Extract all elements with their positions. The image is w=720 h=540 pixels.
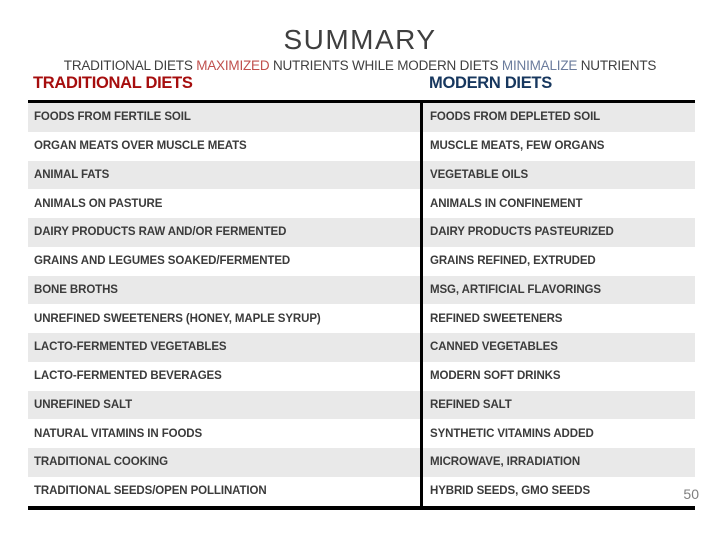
traditional-cell: LACTO-FERMENTED VEGETABLES: [34, 341, 227, 354]
modern-cell: SYNTHETIC VITAMINS ADDED: [430, 427, 594, 440]
traditional-cell: TRADITIONAL COOKING: [34, 456, 168, 469]
subtitle-highlight-maximized: MAXIMIZED: [196, 58, 270, 73]
traditional-cell: TRADITIONAL SEEDS/OPEN POLLINATION: [34, 485, 267, 498]
column-header-modern: MODERN DIETS: [429, 74, 552, 92]
table-row: LACTO-FERMENTED VEGETABLES CANNED VEGETA…: [28, 333, 695, 362]
table-row: GRAINS AND LEGUMES SOAKED/FERMENTED GRAI…: [28, 247, 695, 276]
subtitle-highlight-minimalize: MINIMALIZE: [501, 58, 578, 73]
modern-cell: MUSCLE MEATS, FEW ORGANS: [430, 140, 605, 153]
modern-cell: MICROWAVE, IRRADIATION: [430, 456, 581, 469]
table-row: FOODS FROM FERTILE SOIL FOODS FROM DEPLE…: [28, 103, 695, 132]
page-number: 50: [683, 486, 699, 502]
traditional-cell: GRAINS AND LEGUMES SOAKED/FERMENTED: [34, 255, 291, 268]
modern-cell: CANNED VEGETABLES: [430, 341, 558, 354]
traditional-cell: FOODS FROM FERTILE SOIL: [34, 111, 191, 124]
subtitle-text-pre: TRADITIONAL DIETS: [63, 58, 197, 73]
modern-cell: REFINED SWEETENERS: [430, 312, 563, 325]
traditional-cell: DAIRY PRODUCTS RAW AND/OR FERMENTED: [34, 226, 287, 239]
traditional-cell: NATURAL VITAMINS IN FOODS: [34, 427, 203, 440]
table-row: DAIRY PRODUCTS RAW AND/OR FERMENTED DAIR…: [28, 218, 695, 247]
column-header-traditional: TRADITIONAL DIETS: [33, 74, 193, 92]
column-divider: [420, 103, 423, 506]
modern-cell: HYBRID SEEDS, GMO SEEDS: [430, 485, 591, 498]
modern-cell: MSG, ARTIFICIAL FLAVORINGS: [430, 283, 601, 296]
modern-cell: ANIMALS IN CONFINEMENT: [430, 197, 583, 210]
table-row: NATURAL VITAMINS IN FOODS SYNTHETIC VITA…: [28, 419, 695, 448]
modern-cell: DAIRY PRODUCTS PASTEURIZED: [430, 226, 614, 239]
table-row: UNREFINED SWEETENERS (HONEY, MAPLE SYRUP…: [28, 304, 695, 333]
subtitle-text-post: NUTRIENTS: [577, 58, 657, 73]
modern-cell: MODERN SOFT DRINKS: [430, 370, 561, 383]
table-row: ORGAN MEATS OVER MUSCLE MEATS MUSCLE MEA…: [28, 132, 695, 161]
table-row: UNREFINED SALT REFINED SALT: [28, 390, 695, 420]
table-row: ANIMAL FATS VEGETABLE OILS: [28, 160, 695, 190]
table-row: TRADITIONAL SEEDS/OPEN POLLINATION HYBRI…: [28, 477, 695, 506]
page-title: SUMMARY: [283, 24, 437, 55]
table-row: ANIMALS ON PASTURE ANIMALS IN CONFINEMEN…: [28, 189, 695, 218]
comparison-table: FOODS FROM FERTILE SOIL FOODS FROM DEPLE…: [28, 100, 695, 510]
modern-cell: FOODS FROM DEPLETED SOIL: [430, 111, 601, 124]
traditional-cell: ANIMAL FATS: [34, 168, 110, 181]
traditional-cell: LACTO-FERMENTED BEVERAGES: [34, 370, 222, 383]
traditional-cell: UNREFINED SWEETENERS (HONEY, MAPLE SYRUP…: [34, 312, 321, 325]
table-row: BONE BROTHS MSG, ARTIFICIAL FLAVORINGS: [28, 275, 695, 305]
traditional-cell: UNREFINED SALT: [34, 398, 133, 411]
modern-cell: VEGETABLE OILS: [430, 168, 529, 181]
modern-cell: GRAINS REFINED, EXTRUDED: [430, 255, 596, 268]
modern-cell: REFINED SALT: [430, 398, 512, 411]
subtitle-text-mid: NUTRIENTS WHILE MODERN DIETS: [269, 58, 502, 73]
traditional-cell: ANIMALS ON PASTURE: [34, 197, 163, 210]
table-row: LACTO-FERMENTED BEVERAGES MODERN SOFT DR…: [28, 362, 695, 391]
subtitle: TRADITIONAL DIETS MAXIMIZED NUTRIENTS WH…: [0, 58, 720, 73]
table-row: TRADITIONAL COOKING MICROWAVE, IRRADIATI…: [28, 448, 695, 477]
traditional-cell: ORGAN MEATS OVER MUSCLE MEATS: [34, 140, 247, 153]
traditional-cell: BONE BROTHS: [34, 283, 118, 296]
